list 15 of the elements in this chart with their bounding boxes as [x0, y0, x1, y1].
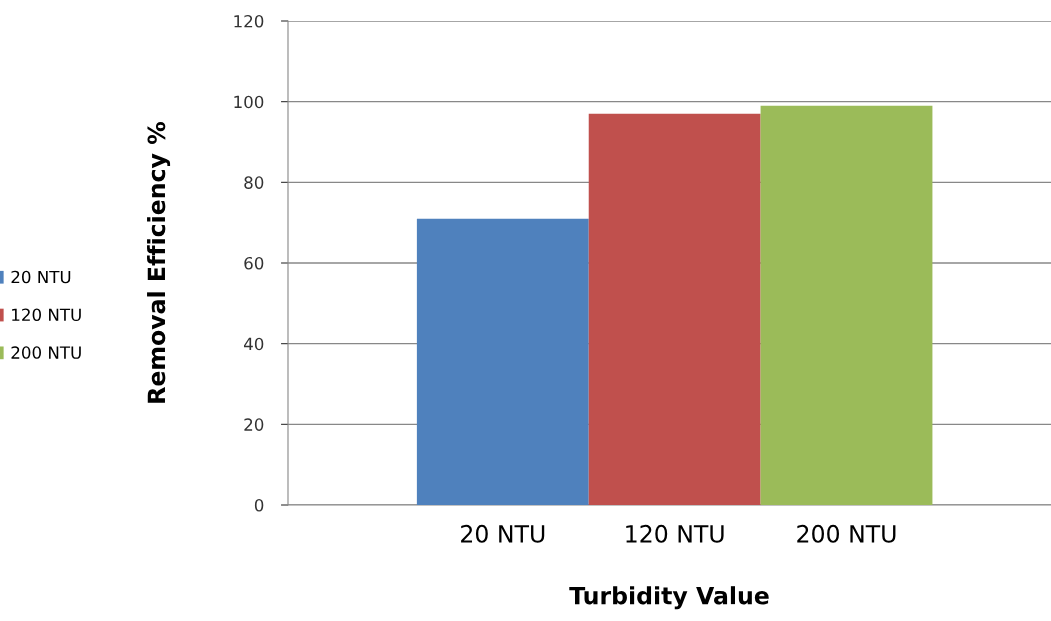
y-tick-label: 0 — [254, 498, 264, 512]
y-axis-title: Removal Efficiency % — [147, 121, 171, 403]
legend-label: 20 NTU — [11, 270, 71, 284]
legend-label: 200 NTU — [11, 346, 81, 359]
y-tick-label: 20 — [244, 418, 264, 431]
y-tick-label: 40 — [244, 337, 264, 351]
y-tick-label: 60 — [244, 256, 264, 270]
x-axis-title: Turbidity Value — [569, 586, 769, 610]
x-tick-label: 20 NTU — [461, 524, 545, 543]
y-tick-label: 100 — [234, 95, 264, 109]
x-tick-label: 200 NTU — [797, 524, 896, 543]
y-tick-label: 120 — [234, 14, 264, 28]
x-tick-label: 120 NTU — [626, 524, 724, 543]
y-tick-label: 80 — [244, 176, 264, 189]
legend-label: 120 NTU — [12, 308, 81, 322]
